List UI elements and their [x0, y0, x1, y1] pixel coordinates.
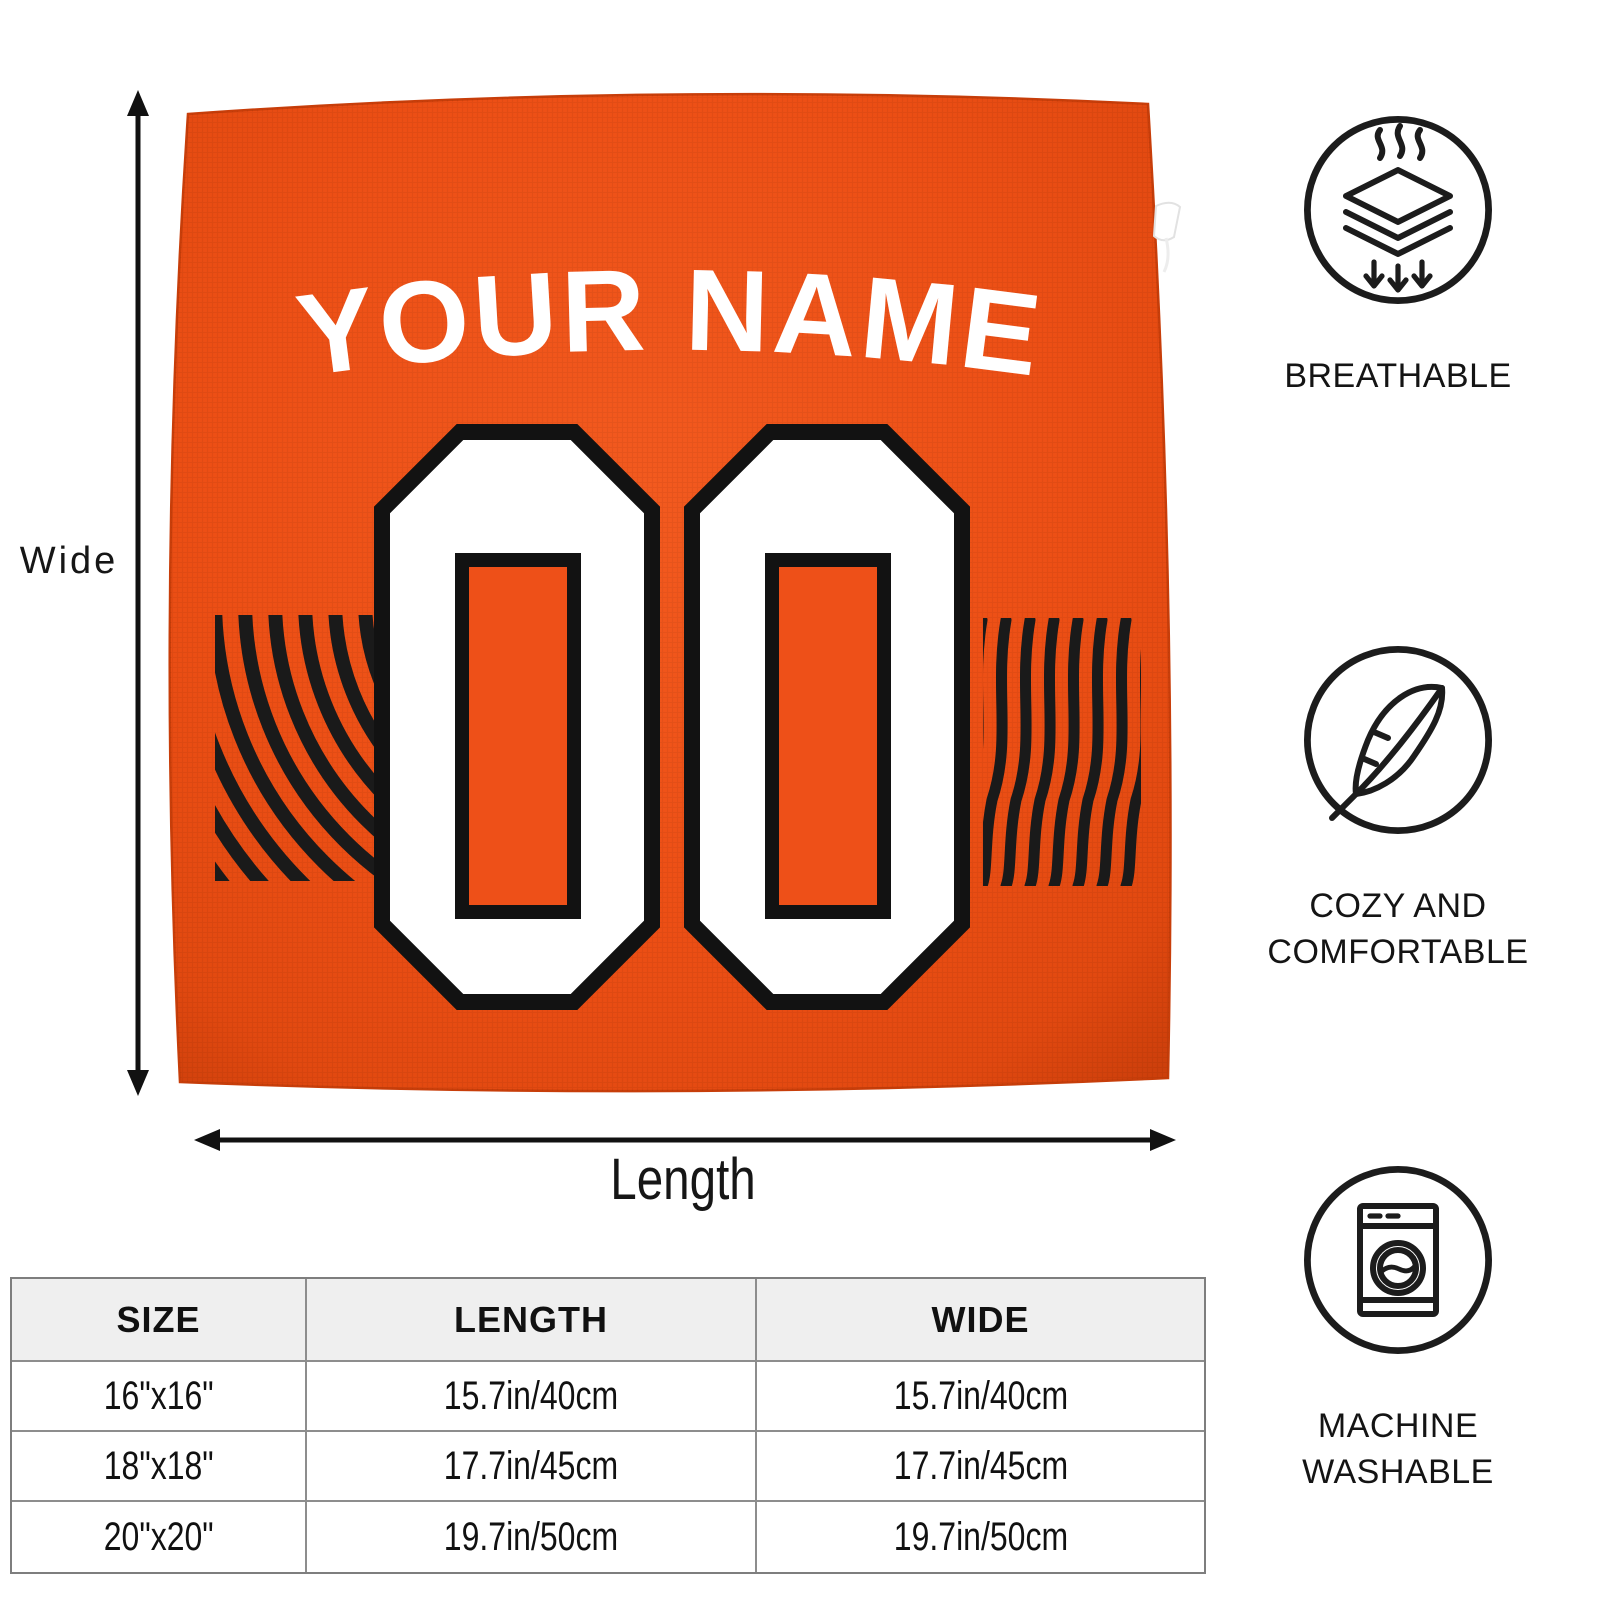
pillow-graphic: YOUR NAME — [168, 92, 1182, 1093]
size-table-header-size: SIZE — [12, 1279, 307, 1362]
pillow-tag — [1152, 201, 1182, 273]
table-cell: 17.7in/45cm — [307, 1432, 757, 1502]
table-cell: 15.7in/40cm — [757, 1362, 1204, 1432]
table-cell: 19.7in/50cm — [757, 1502, 1204, 1572]
feature-label: BREATHABLE — [1284, 357, 1512, 395]
length-label: Length — [610, 1147, 756, 1212]
table-cell: 16"x16" — [12, 1362, 307, 1432]
length-arrow — [194, 1129, 1176, 1151]
jersey-name-text: YOUR NAME — [290, 245, 1050, 401]
feature-label: MACHINE WASHABLE — [1302, 1407, 1494, 1491]
table-cell: 20"x20" — [12, 1502, 307, 1572]
feature-label: COZY AND COMFORTABLE — [1267, 887, 1529, 971]
size-table: SIZE LENGTH WIDE 16"x16" 15.7in/40cm 15.… — [10, 1277, 1206, 1574]
table-cell: 19.7in/50cm — [307, 1502, 757, 1572]
feature-breathable: BREATHABLE — [1263, 110, 1533, 400]
feather-icon — [1298, 640, 1498, 840]
breathable-icon — [1298, 110, 1498, 310]
width-arrow — [127, 90, 149, 1096]
table-cell: 17.7in/45cm — [757, 1432, 1204, 1502]
size-table-header-wide: WIDE — [757, 1279, 1204, 1362]
table-cell: 15.7in/40cm — [307, 1362, 757, 1432]
wide-label: Wide — [19, 540, 119, 582]
tiger-stripes-right — [983, 618, 1141, 886]
size-table-header-length: LENGTH — [307, 1279, 757, 1362]
feature-cozy: COZY AND COMFORTABLE — [1263, 640, 1533, 976]
feature-machine-washable: MACHINE WASHABLE — [1263, 1160, 1533, 1496]
jersey-number-value: 00 — [0, 0, 1, 1]
washing-machine-icon — [1298, 1160, 1498, 1360]
fabric-texture — [169, 94, 1171, 1092]
table-cell: 18"x18" — [12, 1432, 307, 1502]
